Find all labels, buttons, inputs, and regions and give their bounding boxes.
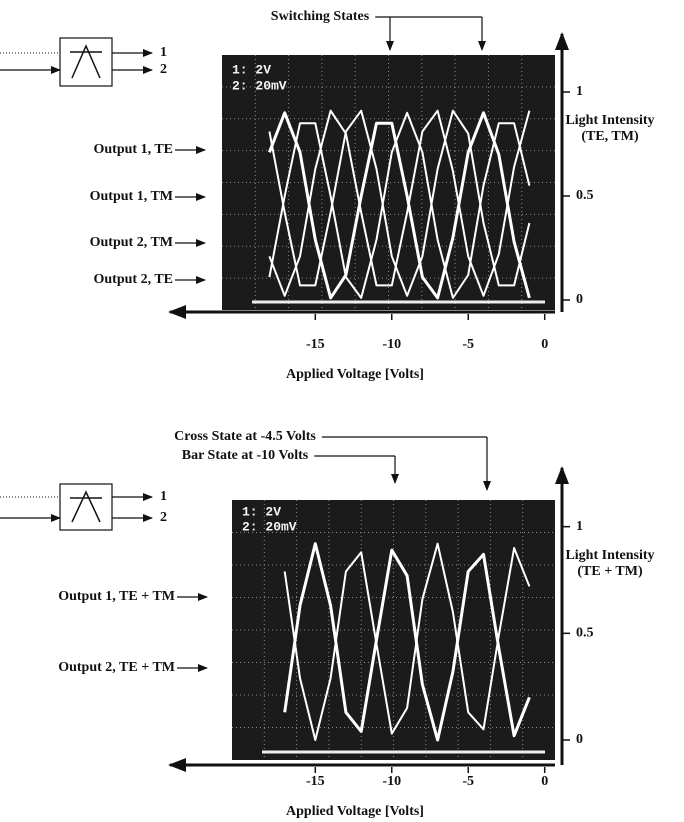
scope-label: 1: 2V	[242, 504, 281, 519]
x-tick-label: -10	[382, 774, 401, 789]
port-label: 1	[160, 45, 167, 60]
series-label: Output 2, TM	[90, 235, 173, 250]
series-label: Output 1, TE	[94, 142, 174, 157]
scope-label: 2: 20mV	[242, 519, 297, 534]
scope-label: 2: 20mV	[232, 78, 287, 93]
x-tick-label: -5	[462, 774, 474, 789]
series-label: Output 1, TM	[90, 189, 173, 204]
port-label: 2	[160, 62, 167, 77]
scope-label: 1: 2V	[232, 62, 271, 77]
x-tick-label: -5	[462, 337, 474, 352]
y-tick-label: 0	[576, 732, 583, 747]
y-tick-label: 0.5	[576, 188, 594, 203]
series-label: Output 2, TE + TM	[58, 660, 175, 675]
y-tick-label: 0	[576, 292, 583, 307]
annotation: Cross State at -4.5 Volts	[174, 429, 316, 444]
port-label: 2	[160, 510, 167, 525]
x-tick-label: -10	[382, 337, 401, 352]
x-tick-label: 0	[541, 337, 548, 352]
y-tick-label: 1	[576, 84, 583, 99]
port-label: 1	[160, 489, 167, 504]
y-axis-label: Light Intensity (TE, TM)	[565, 113, 655, 145]
y-axis-label: Light Intensity (TE + TM)	[565, 548, 655, 580]
y-tick-label: 0.5	[576, 626, 594, 641]
coupler-symbol	[70, 46, 102, 78]
annotation: Bar State at -10 Volts	[182, 448, 309, 463]
page: {"chart_data": [ {"type": "line", "annot…	[0, 0, 684, 822]
series-label: Output 1, TE + TM	[58, 589, 175, 604]
annotation: Switching States	[271, 9, 370, 24]
x-tick-label: -15	[306, 337, 325, 352]
x-axis-label: Applied Voltage [Volts]	[286, 367, 424, 382]
x-tick-label: -15	[306, 774, 325, 789]
coupler-symbol	[70, 492, 102, 522]
x-tick-label: 0	[541, 774, 548, 789]
x-axis-label: Applied Voltage [Volts]	[286, 804, 424, 819]
series-label: Output 2, TE	[94, 272, 174, 287]
y-tick-label: 1	[576, 519, 583, 534]
